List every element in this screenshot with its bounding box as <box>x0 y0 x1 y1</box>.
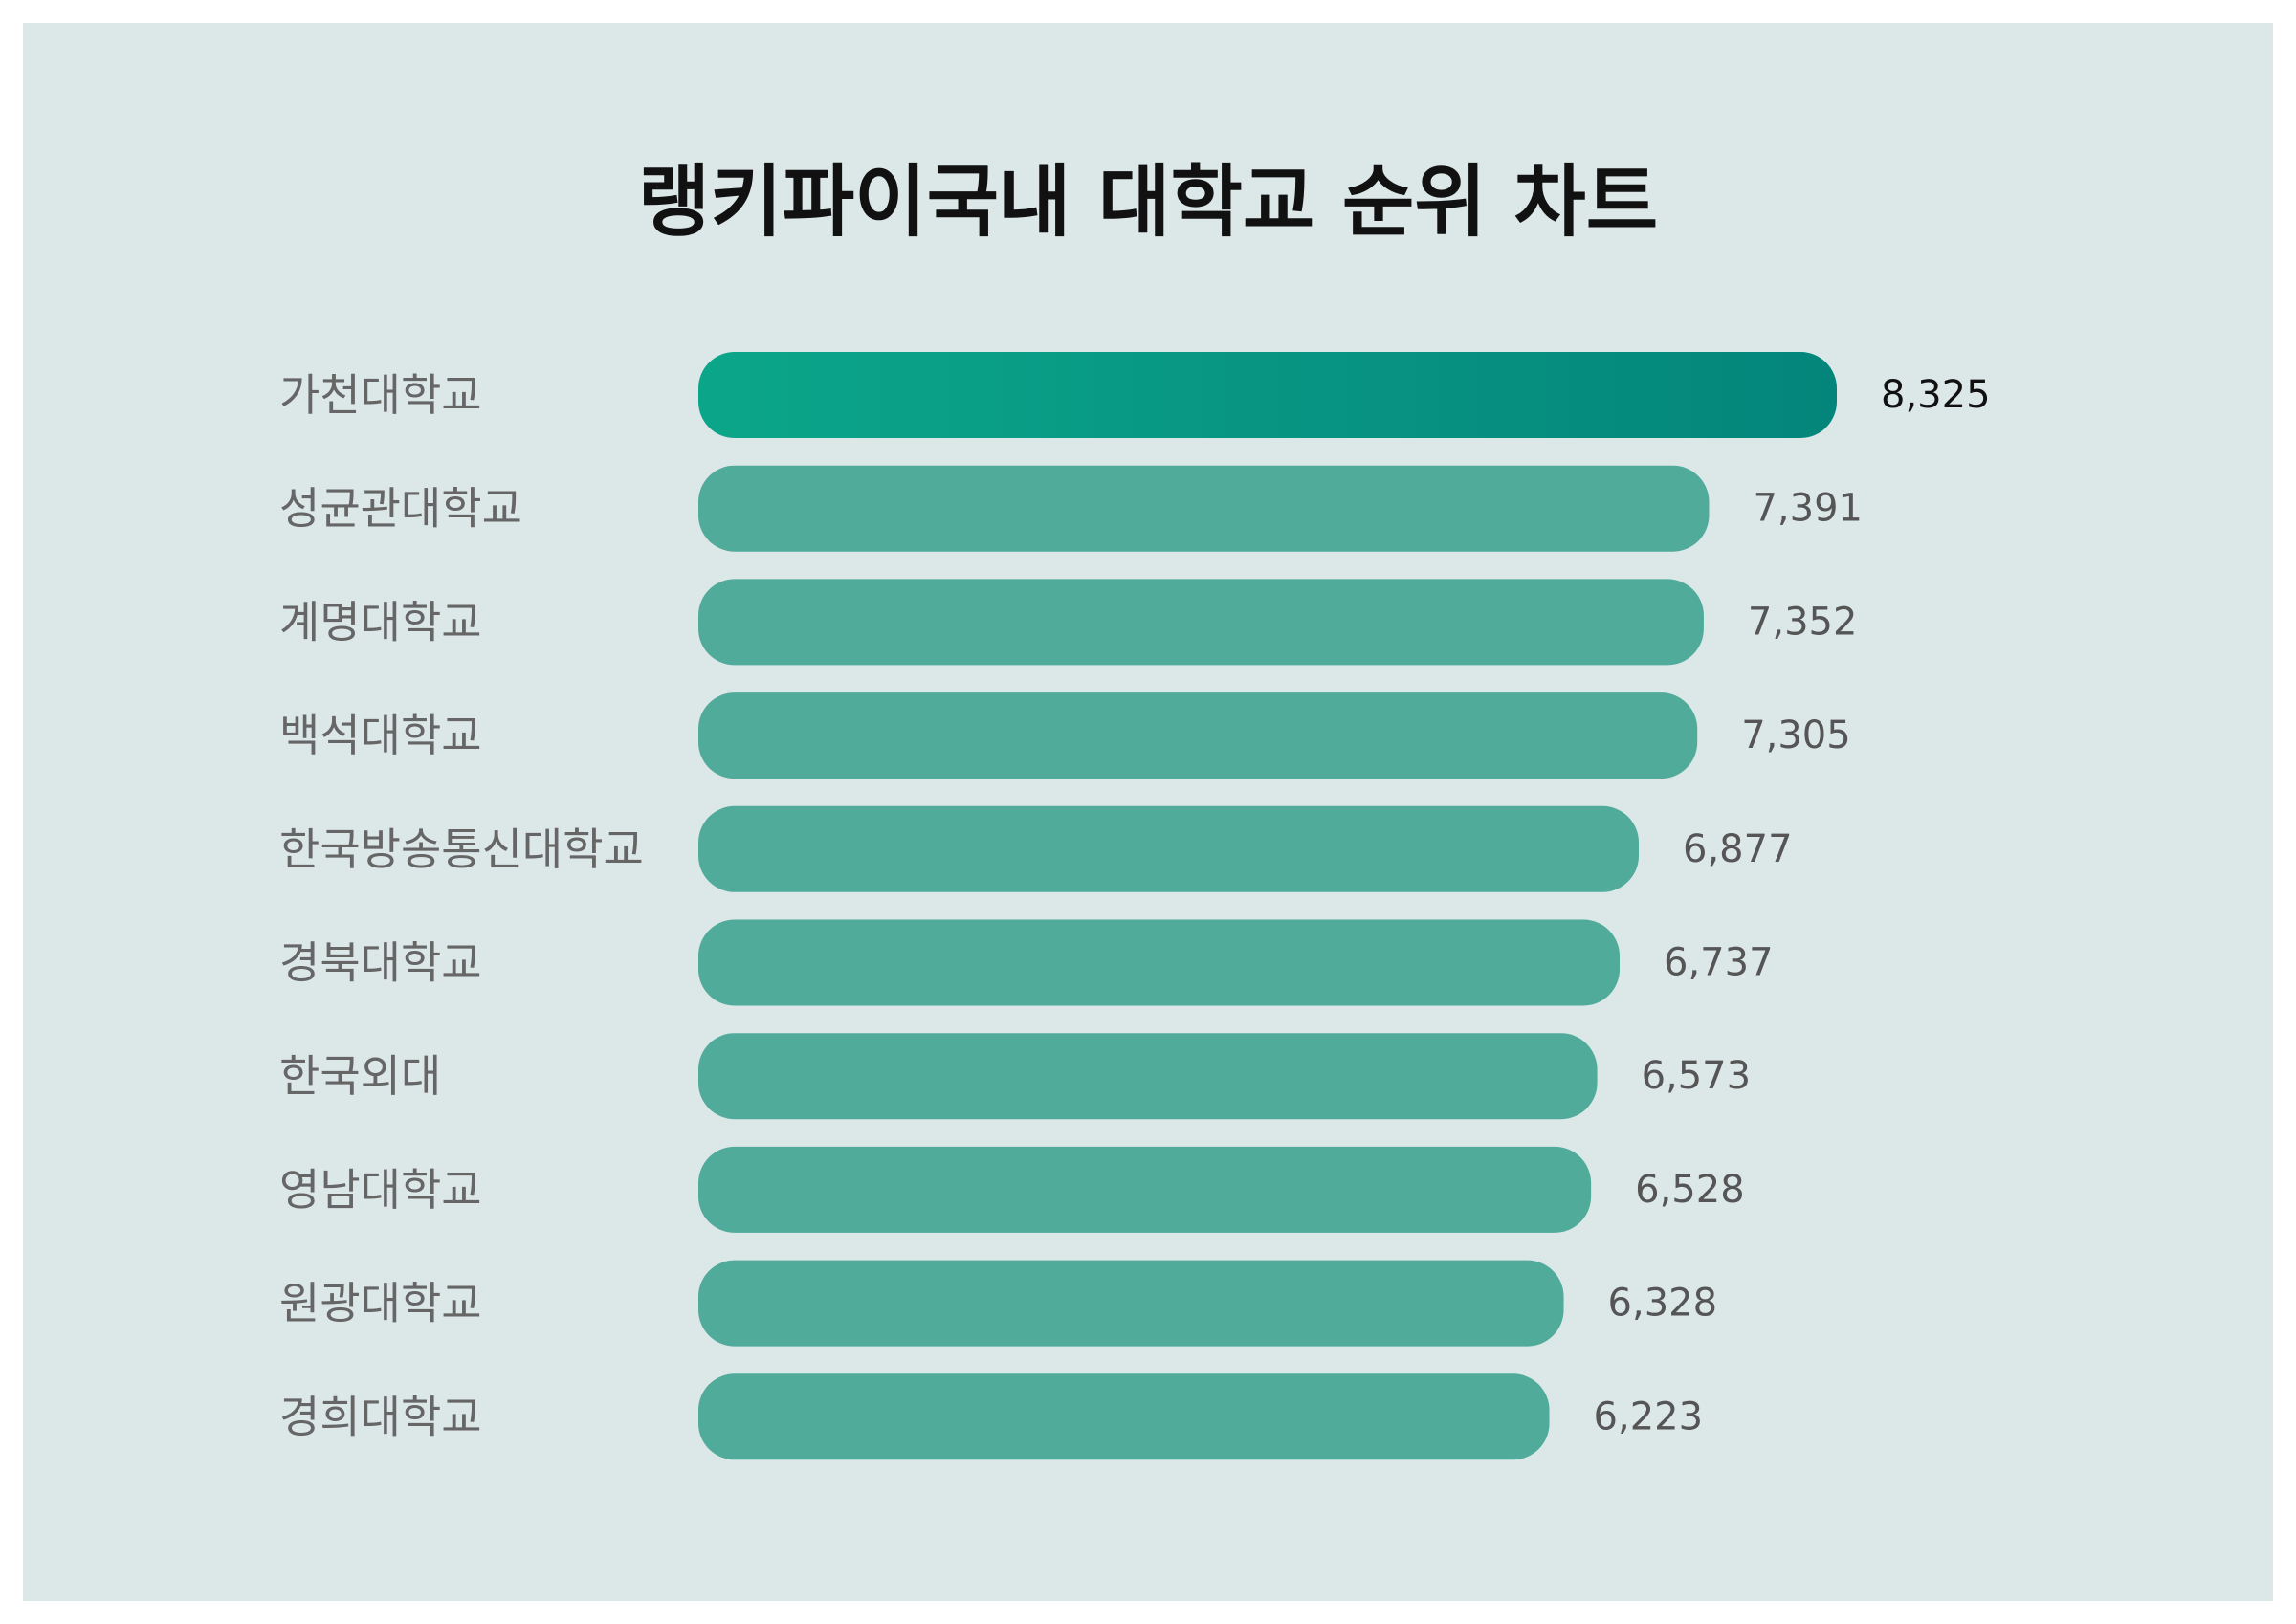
value-label: 6,877 <box>1683 827 1793 871</box>
category-label: 계명대학교 <box>279 596 482 647</box>
value-label: 7,352 <box>1748 600 1858 644</box>
bar <box>698 352 1837 438</box>
bar-chart: 가천대학교 8,325 성균관대학교 7,391 계명대학교 7,352 백석대학교 7,30… <box>279 352 1991 1460</box>
value-label: 6,573 <box>1642 1054 1752 1098</box>
bar <box>698 692 1698 779</box>
chart-title: 랭키파이국내 대학교 순위 차트 <box>637 157 1659 248</box>
category-label: 한국외대 <box>279 1050 441 1102</box>
category-label: 백석대학교 <box>279 710 482 761</box>
bar <box>698 1373 1550 1460</box>
category-label: 성균관대학교 <box>279 483 522 535</box>
bar <box>698 1146 1592 1233</box>
value-label: 6,737 <box>1664 941 1774 985</box>
value-label: 6,223 <box>1594 1394 1704 1438</box>
chart-panel: 랭키파이국내 대학교 순위 차트 가천대학교 8,325 성균관대학교 7,391 계명… <box>23 23 2273 1601</box>
value-label: 7,391 <box>1753 487 1863 531</box>
category-label: 한국방송통신대학교 <box>279 823 644 875</box>
category-label: 경북대학교 <box>279 937 482 989</box>
category-label: 영남대학교 <box>279 1164 482 1216</box>
category-label: 경희대학교 <box>279 1391 482 1442</box>
value-label: 8,325 <box>1881 373 1991 417</box>
bar <box>698 805 1640 892</box>
bar <box>698 579 1704 666</box>
value-label: 6,328 <box>1608 1282 1718 1326</box>
bar <box>698 1033 1598 1120</box>
category-label: 가천대학교 <box>279 369 482 421</box>
bar <box>698 919 1621 1006</box>
value-label: 6,528 <box>1635 1168 1745 1212</box>
bar <box>698 465 1710 552</box>
category-label: 원광대학교 <box>279 1278 482 1329</box>
bars-group: 가천대학교 8,325 성균관대학교 7,391 계명대학교 7,352 백석대학교 7,30… <box>279 352 1991 1460</box>
value-label: 7,305 <box>1741 713 1851 757</box>
bar <box>698 1260 1564 1347</box>
